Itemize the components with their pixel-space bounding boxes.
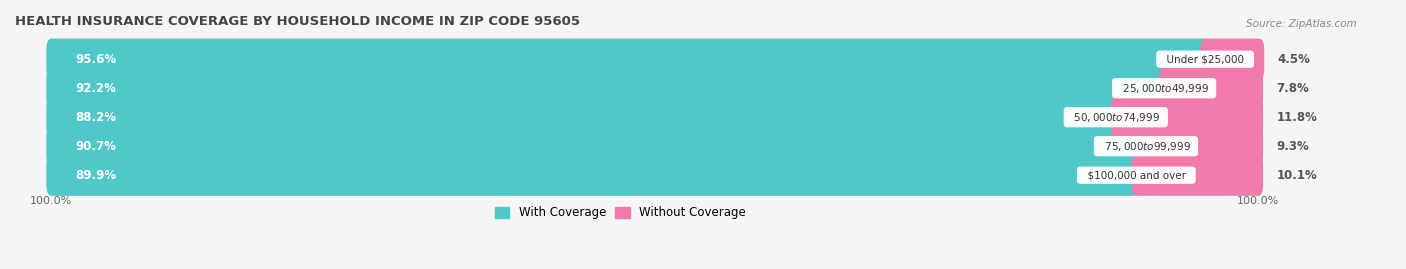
FancyBboxPatch shape [46, 126, 1263, 167]
Text: 92.2%: 92.2% [76, 82, 117, 95]
Text: 10.1%: 10.1% [1277, 169, 1317, 182]
Text: 100.0%: 100.0% [1237, 196, 1279, 206]
FancyBboxPatch shape [46, 38, 1263, 80]
FancyBboxPatch shape [46, 97, 1263, 138]
FancyBboxPatch shape [46, 126, 1150, 167]
Text: $25,000 to $49,999: $25,000 to $49,999 [1115, 82, 1212, 95]
FancyBboxPatch shape [1201, 38, 1264, 80]
Text: 88.2%: 88.2% [76, 111, 117, 124]
FancyBboxPatch shape [46, 155, 1263, 196]
FancyBboxPatch shape [1111, 97, 1263, 138]
Text: 100.0%: 100.0% [30, 196, 72, 206]
Text: $75,000 to $99,999: $75,000 to $99,999 [1098, 140, 1195, 153]
Legend: With Coverage, Without Coverage: With Coverage, Without Coverage [491, 201, 751, 224]
Text: 90.7%: 90.7% [76, 140, 117, 153]
Text: $100,000 and over: $100,000 and over [1081, 170, 1192, 180]
Text: 7.8%: 7.8% [1277, 82, 1309, 95]
Text: 9.3%: 9.3% [1277, 140, 1309, 153]
FancyBboxPatch shape [46, 38, 1211, 80]
FancyBboxPatch shape [46, 68, 1263, 109]
Text: HEALTH INSURANCE COVERAGE BY HOUSEHOLD INCOME IN ZIP CODE 95605: HEALTH INSURANCE COVERAGE BY HOUSEHOLD I… [15, 15, 581, 28]
FancyBboxPatch shape [46, 155, 1142, 196]
Text: 11.8%: 11.8% [1277, 111, 1317, 124]
FancyBboxPatch shape [1142, 126, 1263, 167]
Text: Under $25,000: Under $25,000 [1160, 54, 1250, 64]
Text: 89.9%: 89.9% [76, 169, 117, 182]
FancyBboxPatch shape [46, 97, 1121, 138]
Text: 4.5%: 4.5% [1278, 53, 1310, 66]
FancyBboxPatch shape [1132, 155, 1263, 196]
FancyBboxPatch shape [1160, 68, 1263, 109]
Text: Source: ZipAtlas.com: Source: ZipAtlas.com [1246, 19, 1357, 29]
Text: 95.6%: 95.6% [76, 53, 117, 66]
Text: $50,000 to $74,999: $50,000 to $74,999 [1067, 111, 1164, 124]
FancyBboxPatch shape [46, 68, 1168, 109]
